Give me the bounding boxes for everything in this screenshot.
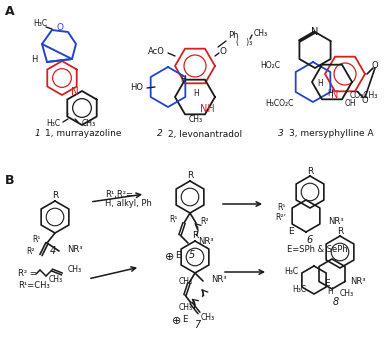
Text: 3, mersyphylline A: 3, mersyphylline A [289, 130, 374, 138]
Text: 2, levonantradol: 2, levonantradol [168, 130, 242, 138]
Text: R: R [187, 171, 193, 181]
Text: H: H [317, 80, 323, 88]
Text: 8: 8 [333, 297, 339, 307]
Text: R¹: R¹ [170, 215, 178, 225]
Text: N: N [331, 90, 339, 100]
Text: 2: 2 [157, 130, 163, 138]
Text: O: O [362, 96, 368, 105]
Text: HO₂C: HO₂C [260, 62, 280, 70]
Text: H₃C: H₃C [292, 285, 306, 295]
Text: CO₂CH₃: CO₂CH₃ [350, 90, 378, 100]
Text: 6: 6 [307, 235, 313, 245]
Text: 1, murrayazoline: 1, murrayazoline [45, 130, 122, 138]
Text: CH₃: CH₃ [189, 115, 203, 125]
Text: NR³: NR³ [198, 237, 214, 245]
Text: H₃CO₂C: H₃CO₂C [266, 100, 294, 108]
Text: E: E [175, 251, 181, 259]
Text: H₃C: H₃C [284, 268, 298, 277]
Text: R²ʼ: R²ʼ [275, 214, 286, 222]
Text: A: A [5, 5, 15, 18]
Text: O: O [56, 23, 64, 31]
Text: R²: R² [27, 246, 35, 256]
Text: CH₃: CH₃ [201, 313, 215, 321]
Text: CH₃: CH₃ [254, 29, 268, 38]
Text: O: O [372, 61, 378, 69]
Text: 7: 7 [194, 320, 200, 330]
Text: NR³: NR³ [328, 218, 344, 226]
Text: CH₃: CH₃ [68, 265, 82, 275]
Text: R¹: R¹ [33, 235, 41, 245]
Text: B: B [5, 174, 15, 187]
Text: E: E [289, 227, 294, 237]
Text: R² =: R² = [18, 270, 37, 278]
Text: H₃C: H₃C [46, 119, 60, 128]
Text: H: H [327, 89, 333, 99]
Text: ,: , [67, 109, 69, 115]
Text: R¹,R²=: R¹,R²= [105, 189, 133, 199]
Text: R: R [307, 166, 313, 176]
Text: E=SPh & SePh: E=SPh & SePh [287, 245, 348, 253]
Text: N: N [71, 87, 79, 97]
Text: R²: R² [200, 216, 209, 226]
Text: 4: 4 [50, 246, 56, 256]
Text: R: R [337, 226, 343, 235]
Text: R: R [52, 191, 58, 201]
Text: 1: 1 [34, 130, 40, 138]
Text: H: H [32, 55, 38, 63]
Text: ⊕: ⊕ [172, 316, 181, 326]
Text: 5: 5 [189, 250, 195, 260]
Text: NR³: NR³ [211, 275, 227, 283]
Text: H: H [327, 288, 333, 296]
Text: H: H [193, 89, 199, 99]
Text: NR³: NR³ [350, 277, 366, 287]
Text: E: E [324, 279, 330, 289]
Text: CH₃: CH₃ [82, 119, 96, 128]
Text: H, alkyl, Ph: H, alkyl, Ph [105, 199, 152, 207]
Text: H: H [180, 75, 186, 84]
Text: 3: 3 [278, 130, 284, 138]
Text: (   )₃: ( )₃ [236, 38, 252, 46]
Text: R¹=CH₃: R¹=CH₃ [18, 282, 50, 290]
Text: ⊕: ⊕ [165, 252, 175, 262]
Text: N: N [311, 27, 319, 37]
Text: CH₃: CH₃ [179, 302, 193, 312]
Text: Ph: Ph [228, 31, 238, 39]
Text: R¹: R¹ [278, 203, 286, 213]
Text: CH₃: CH₃ [340, 289, 354, 298]
Text: AcO: AcO [148, 48, 165, 57]
Text: O: O [220, 48, 227, 57]
Text: NH: NH [200, 104, 214, 114]
Text: CH₃: CH₃ [49, 276, 63, 284]
Text: NR³: NR³ [67, 245, 83, 253]
Text: HO: HO [130, 83, 143, 93]
Text: H₃C: H₃C [33, 19, 47, 29]
Text: E: E [182, 314, 188, 323]
Text: OH: OH [345, 100, 357, 108]
Text: R: R [192, 232, 198, 240]
Text: CH₃: CH₃ [179, 277, 193, 285]
